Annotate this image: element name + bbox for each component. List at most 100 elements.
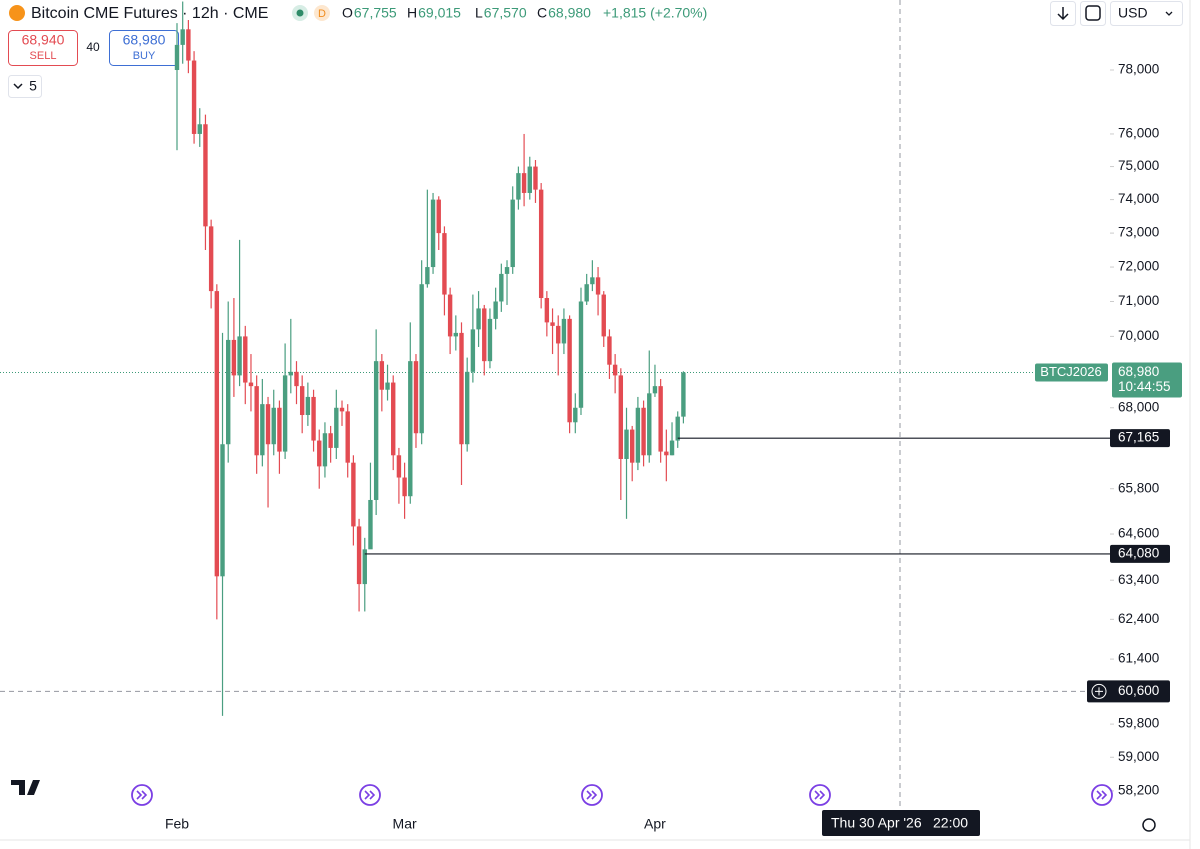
candle-body [396, 455, 402, 478]
candle-body [612, 364, 618, 376]
x-tick-label: Mar [393, 816, 417, 832]
last-price-bg [1112, 362, 1182, 398]
symbol-title[interactable]: Bitcoin CME Futures · 12h · CME [31, 5, 268, 22]
candle-body [595, 277, 601, 295]
candle-body [402, 477, 407, 497]
ohlc-value: 68,980 [548, 5, 591, 21]
y-tick-label: 62,400 [1118, 611, 1159, 626]
y-tick-label: 68,000 [1118, 399, 1159, 414]
candle-body [328, 433, 333, 448]
candle-body [556, 325, 561, 344]
buy-price: 68,980 [123, 32, 166, 48]
fullscreen-button[interactable] [1080, 1, 1106, 26]
candle-body [208, 226, 214, 292]
candle-body [299, 386, 305, 416]
candle-body [630, 429, 635, 463]
candle-body [578, 301, 584, 408]
candle-body [408, 361, 413, 497]
candle-body [618, 375, 624, 459]
chevron [1165, 11, 1173, 16]
candle-body [277, 407, 282, 452]
y-tick-label: 59,000 [1118, 749, 1159, 764]
candle-body [356, 526, 362, 585]
x-tick-label: Feb [165, 816, 189, 832]
coin-icon [9, 5, 25, 21]
candle-body [493, 301, 498, 319]
candle-body [345, 411, 350, 463]
candle-body [464, 371, 470, 445]
ohlc-key: L [475, 5, 483, 21]
candle-body [447, 294, 453, 337]
last-price-label: 68,980 [1118, 364, 1159, 379]
candle-body [351, 462, 356, 527]
countdown: 10:44:55 [1118, 379, 1171, 394]
add-icon [1095, 687, 1103, 696]
event-icon-arrow [814, 790, 826, 800]
ohlc-value: 67,755 [354, 5, 397, 21]
candle-body [675, 416, 680, 441]
symbol-label: BTCJ2026 [1040, 364, 1101, 379]
candle-body [624, 429, 629, 459]
currency-select[interactable] [1110, 1, 1183, 26]
settings-icon[interactable] [1142, 818, 1156, 832]
logo[interactable] [11, 780, 40, 795]
candle-body [453, 332, 459, 337]
candle-body [470, 329, 476, 372]
candle-body [669, 440, 675, 456]
spread: 40 [86, 40, 100, 54]
y-tick-label: 64,600 [1118, 526, 1159, 541]
currency: USD [1118, 5, 1148, 21]
sell-button[interactable] [8, 30, 78, 66]
event-icon-arrow [1096, 790, 1108, 800]
candle-body [237, 336, 242, 376]
candle-body [271, 407, 276, 445]
candle-body [561, 318, 567, 344]
y-tick-label: 58,200 [1118, 782, 1159, 797]
sell-label: SELL [30, 50, 57, 62]
crosshair-time: 22:00 [933, 815, 968, 831]
candle-body [504, 267, 510, 274]
candle-body [658, 386, 663, 452]
add-icon [1091, 683, 1107, 699]
chevron [13, 83, 23, 90]
candle-body [476, 308, 481, 330]
candle-body [516, 173, 521, 200]
candle-body [203, 124, 208, 227]
candle-body [373, 361, 379, 500]
indicator-toggle[interactable] [8, 75, 42, 98]
candle-body [339, 407, 345, 412]
event-icon-arrow [136, 790, 148, 800]
candle-body [635, 407, 641, 463]
badge-bg [314, 5, 330, 21]
candle-body [214, 291, 220, 577]
ohlc-legend: O 67,755 H 69,015 L 67,570 C 68,980 [342, 5, 591, 21]
candle-body [191, 60, 197, 134]
y-tick-label: 74,000 [1118, 191, 1159, 206]
candle-body [385, 382, 390, 390]
candle-body [510, 199, 515, 268]
candle-body [186, 29, 191, 61]
candle-body [254, 386, 259, 456]
y-tick-label: 63,400 [1118, 572, 1159, 587]
candle-body [527, 166, 532, 193]
candle-body [322, 433, 328, 467]
candle-body [436, 199, 441, 234]
candle-body [573, 407, 578, 423]
candle-body [362, 549, 367, 585]
candle-body [248, 382, 254, 387]
candle-body [260, 404, 265, 456]
candle-body [294, 371, 299, 387]
y-tick-label: 70,000 [1118, 328, 1159, 343]
candle-body [220, 444, 225, 577]
candle-body [180, 29, 185, 45]
candle-body [482, 308, 487, 362]
y-tick-label: 59,800 [1118, 716, 1159, 731]
y-tick-label: 61,400 [1118, 651, 1159, 666]
candle-body [607, 336, 612, 365]
status-dot [296, 9, 304, 17]
sell-price: 68,940 [22, 32, 65, 48]
candle-body [647, 393, 652, 456]
crosshair-time-bg [822, 810, 980, 836]
